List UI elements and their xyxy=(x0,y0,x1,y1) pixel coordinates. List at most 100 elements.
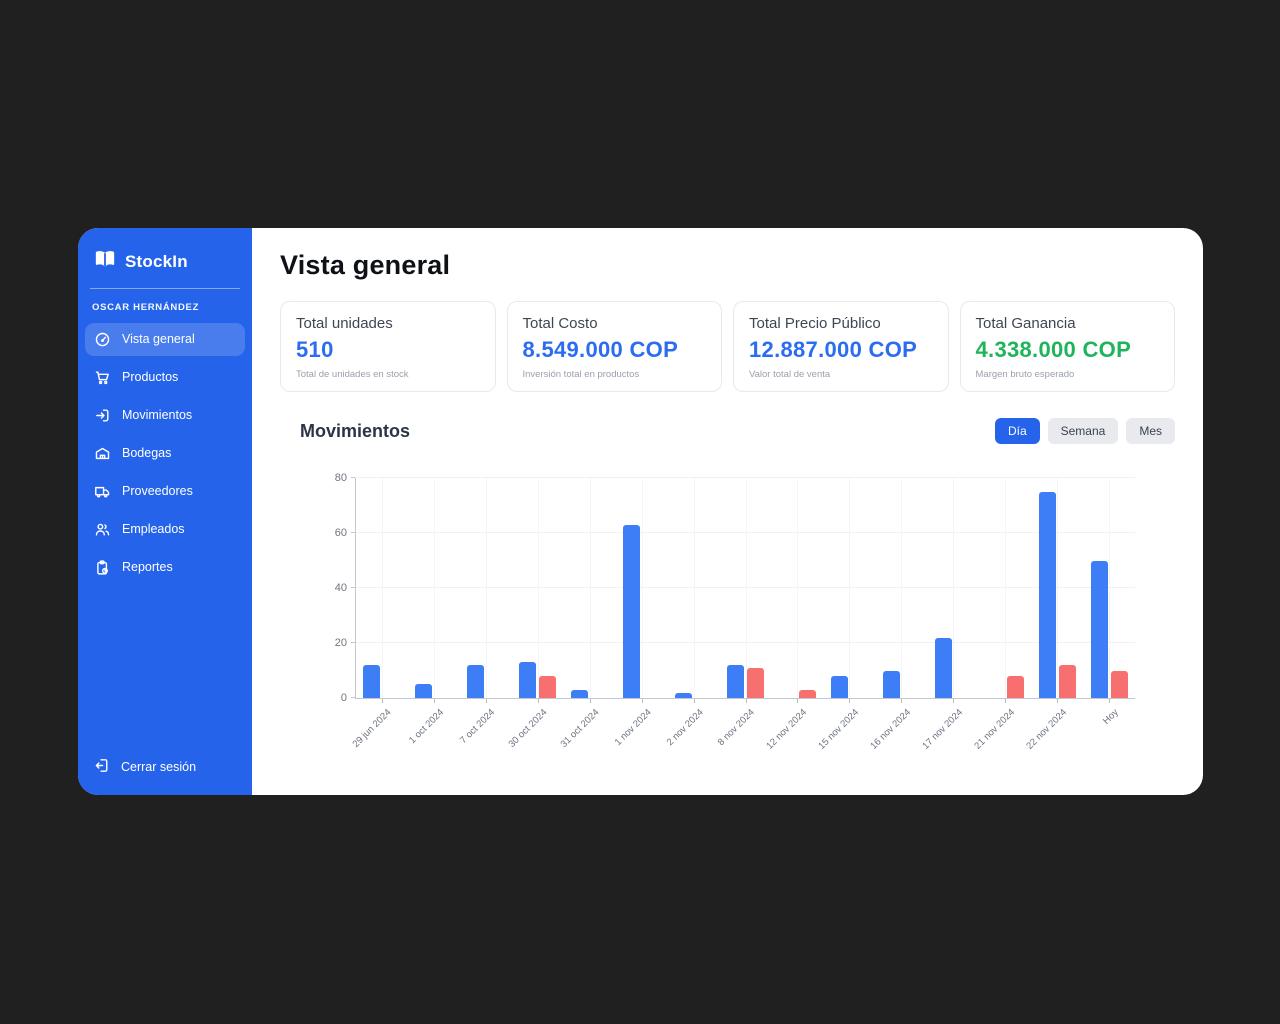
movimientos-header: Movimientos Día Semana Mes xyxy=(280,392,1175,450)
bar-blue-series[interactable] xyxy=(519,662,537,698)
filter-button-día[interactable]: Día xyxy=(994,418,1040,444)
sidebar-item-bodegas[interactable]: Bodegas xyxy=(85,437,245,470)
bar-blue-series[interactable] xyxy=(623,524,641,698)
sidebar-divider xyxy=(90,288,240,289)
y-tick xyxy=(351,642,355,643)
gridline xyxy=(589,478,591,698)
sidebar-item-label: Movimientos xyxy=(122,408,193,423)
x-tick xyxy=(953,699,955,703)
gridline xyxy=(901,478,903,698)
x-tick xyxy=(381,699,383,703)
period-filter-group: Día Semana Mes xyxy=(994,418,1175,444)
sidebar-item-empleados[interactable]: Empleados xyxy=(85,513,245,546)
bar-blue-series[interactable] xyxy=(363,665,381,698)
gridline xyxy=(1057,478,1059,698)
sidebar-item-label: Productos xyxy=(122,370,179,385)
y-axis-label: 80 xyxy=(334,472,347,484)
bar-blue-series[interactable] xyxy=(727,665,745,698)
gridline xyxy=(381,478,383,698)
bar-blue-series[interactable] xyxy=(415,684,433,698)
x-tick xyxy=(433,699,435,703)
y-axis-label: 60 xyxy=(334,527,347,539)
stat-value: 8.549.000 COP xyxy=(522,337,679,362)
stat-value: 4.338.000 COP xyxy=(975,337,1132,362)
filter-button-mes[interactable]: Mes xyxy=(1126,418,1175,444)
brand-name: StockIn xyxy=(125,251,188,271)
truck-icon xyxy=(94,483,111,500)
y-axis-label: 0 xyxy=(340,692,347,704)
bar-blue-series[interactable] xyxy=(1090,560,1108,698)
bar-blue-series[interactable] xyxy=(1038,491,1056,698)
stat-value: 510 xyxy=(296,337,334,362)
sidebar-item-label: Proveedores xyxy=(122,484,193,499)
chart-category xyxy=(823,478,875,703)
sidebar-nav: Vista general Productos Movimientos Bodegas… xyxy=(78,323,252,749)
x-tick xyxy=(1057,699,1059,703)
chart-category xyxy=(616,478,668,703)
bar-blue-series[interactable] xyxy=(467,665,485,698)
sidebar-item-label: Reportes xyxy=(122,560,173,575)
book-logo-icon xyxy=(94,248,116,275)
sidebar-item-movimientos[interactable]: Movimientos xyxy=(85,399,245,432)
x-tick xyxy=(1005,699,1007,703)
x-tick xyxy=(641,699,643,703)
gridline xyxy=(641,478,643,698)
gridline xyxy=(797,478,799,698)
sidebar-item-productos[interactable]: Productos xyxy=(85,361,245,394)
bar-blue-series[interactable] xyxy=(934,637,952,698)
main-content: Vista general Total unidades 510 Total de … xyxy=(252,228,1203,795)
sidebar-item-proveedores[interactable]: Proveedores xyxy=(85,475,245,508)
page-title: Vista general xyxy=(280,250,451,280)
chart-category xyxy=(564,478,616,703)
bar-red-series[interactable] xyxy=(1110,670,1128,698)
chart-category xyxy=(927,478,979,703)
stat-label: Total Ganancia xyxy=(975,315,1076,332)
logout-button[interactable]: Cerrar sesión xyxy=(78,749,252,781)
bar-blue-series[interactable] xyxy=(571,689,589,698)
chart-category xyxy=(408,478,460,703)
chart-category xyxy=(512,478,564,703)
chart-category xyxy=(1083,478,1135,703)
sidebar-item-vista-general[interactable]: Vista general xyxy=(85,323,245,356)
sidebar: StockIn OSCAR HERNÁNDEZ Vista general Pro… xyxy=(78,228,252,795)
gridline xyxy=(953,478,955,698)
logout-icon xyxy=(94,757,111,777)
y-axis-label: 40 xyxy=(334,582,347,594)
chart-category xyxy=(460,478,512,703)
x-tick xyxy=(745,699,747,703)
chart-slots: 29 jun 2024 1 oct 2024 7 oct 2024 30 oct 20… xyxy=(351,478,1135,752)
x-tick xyxy=(589,699,591,703)
sidebar-item-reportes[interactable]: Reportes xyxy=(85,551,245,584)
y-axis-label: 20 xyxy=(334,637,347,649)
bar-red-series[interactable] xyxy=(1058,665,1076,698)
stat-card: Total Precio Público 12.887.000 COP Valor … xyxy=(733,301,949,392)
bar-red-series[interactable] xyxy=(539,676,557,698)
x-tick xyxy=(797,699,799,703)
y-tick xyxy=(351,532,355,533)
bar-red-series[interactable] xyxy=(1006,676,1024,698)
bar-blue-series[interactable] xyxy=(675,692,693,698)
report-icon xyxy=(94,559,111,576)
movimientos-chart: 0 20 40 60 80 29 jun 2024 1 oct 2024 7 oct 2024… xyxy=(280,466,1175,779)
y-tick xyxy=(351,697,355,698)
cart-icon xyxy=(94,369,111,386)
gridline xyxy=(537,478,539,698)
chart-plot: 0 20 40 60 80 29 jun 2024 1 oct 2024 7 oct 2024… xyxy=(335,472,1135,752)
chart-category xyxy=(979,478,1031,703)
gridline xyxy=(356,532,1135,533)
import-arrow-icon xyxy=(94,407,111,424)
sidebar-item-label: Bodegas xyxy=(122,446,172,461)
users-icon xyxy=(94,521,111,538)
bar-blue-series[interactable] xyxy=(830,676,848,698)
x-tick xyxy=(485,699,487,703)
chart-category xyxy=(668,478,720,703)
bar-red-series[interactable] xyxy=(747,667,765,698)
stat-label: Total unidades xyxy=(296,315,393,332)
y-tick xyxy=(351,587,355,588)
x-tick xyxy=(693,699,695,703)
gridline xyxy=(1005,478,1007,698)
gridline xyxy=(693,478,695,698)
bar-red-series[interactable] xyxy=(798,689,816,698)
filter-button-semana[interactable]: Semana xyxy=(1047,418,1119,444)
bar-blue-series[interactable] xyxy=(882,670,900,698)
